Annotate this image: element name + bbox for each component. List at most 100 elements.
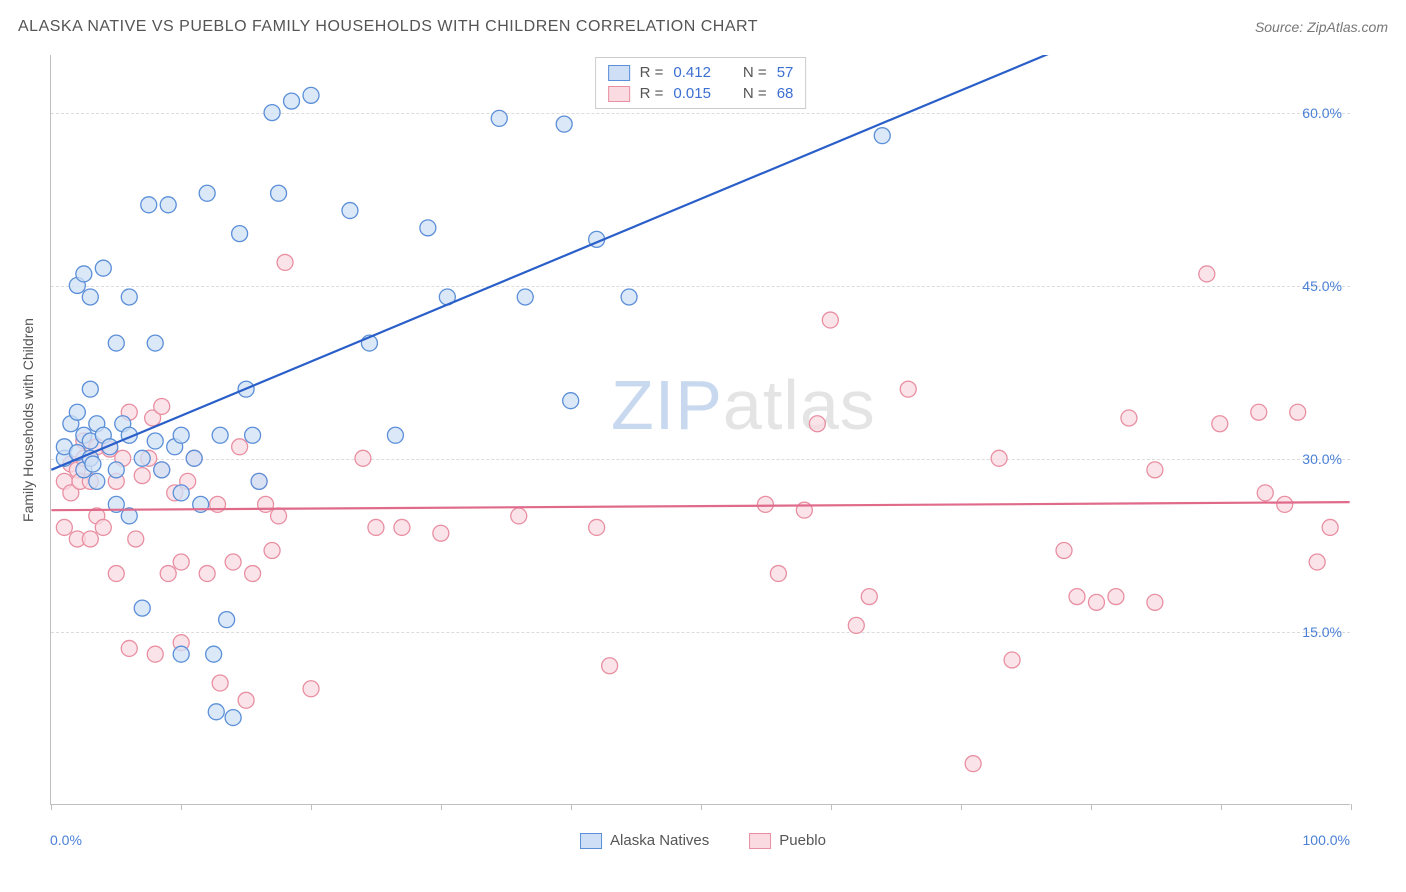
data-point bbox=[95, 260, 111, 276]
x-tick bbox=[1221, 804, 1222, 810]
r-value-alaska: 0.412 bbox=[673, 64, 711, 81]
data-point bbox=[76, 266, 92, 282]
data-point bbox=[491, 110, 507, 126]
data-point bbox=[511, 508, 527, 524]
data-point bbox=[517, 289, 533, 305]
data-point bbox=[861, 589, 877, 605]
n-value-alaska: 57 bbox=[777, 64, 794, 81]
x-tick bbox=[1091, 804, 1092, 810]
n-label: N = bbox=[743, 64, 767, 81]
data-point bbox=[1212, 416, 1228, 432]
n-label: N = bbox=[743, 85, 767, 102]
n-value-pueblo: 68 bbox=[777, 85, 794, 102]
data-point bbox=[95, 519, 111, 535]
data-point bbox=[108, 462, 124, 478]
data-point bbox=[1121, 410, 1137, 426]
data-point bbox=[770, 566, 786, 582]
y-tick-label: 15.0% bbox=[1302, 624, 1342, 640]
data-point bbox=[154, 462, 170, 478]
data-point bbox=[173, 646, 189, 662]
data-point bbox=[225, 554, 241, 570]
legend-series: Alaska Natives Pueblo bbox=[580, 832, 826, 849]
data-point bbox=[1004, 652, 1020, 668]
data-point bbox=[1290, 404, 1306, 420]
data-point bbox=[563, 393, 579, 409]
x-tick bbox=[311, 804, 312, 810]
data-point bbox=[56, 519, 72, 535]
x-tick bbox=[441, 804, 442, 810]
legend-label-alaska: Alaska Natives bbox=[610, 832, 709, 849]
data-point bbox=[154, 398, 170, 414]
data-point bbox=[208, 704, 224, 720]
data-point bbox=[147, 646, 163, 662]
chart-container: ALASKA NATIVE VS PUEBLO FAMILY HOUSEHOLD… bbox=[0, 0, 1406, 892]
data-point bbox=[108, 566, 124, 582]
trend-line bbox=[51, 502, 1349, 510]
plot-area: ZIPatlas R = 0.412 N = 57 R = 0.015 N = … bbox=[50, 55, 1350, 805]
r-label: R = bbox=[640, 85, 664, 102]
y-tick-label: 45.0% bbox=[1302, 278, 1342, 294]
data-point bbox=[245, 566, 261, 582]
data-point bbox=[1088, 594, 1104, 610]
data-point bbox=[1056, 543, 1072, 559]
data-point bbox=[134, 450, 150, 466]
data-point bbox=[589, 519, 605, 535]
x-axis-min-label: 0.0% bbox=[50, 832, 82, 848]
data-point bbox=[89, 473, 105, 489]
data-point bbox=[394, 519, 410, 535]
data-point bbox=[199, 185, 215, 201]
data-point bbox=[206, 646, 222, 662]
data-point bbox=[822, 312, 838, 328]
data-point bbox=[232, 439, 248, 455]
data-point bbox=[809, 416, 825, 432]
data-point bbox=[147, 433, 163, 449]
data-point bbox=[69, 404, 85, 420]
y-tick-label: 60.0% bbox=[1302, 105, 1342, 121]
data-point bbox=[387, 427, 403, 443]
y-axis-title: Family Households with Children bbox=[20, 318, 36, 522]
x-tick bbox=[571, 804, 572, 810]
legend-row-pueblo: R = 0.015 N = 68 bbox=[608, 83, 794, 104]
data-point bbox=[303, 681, 319, 697]
data-point bbox=[225, 710, 241, 726]
r-label: R = bbox=[640, 64, 664, 81]
plot-svg bbox=[51, 55, 1350, 804]
data-point bbox=[173, 485, 189, 501]
data-point bbox=[258, 496, 274, 512]
data-point bbox=[848, 617, 864, 633]
swatch-alaska bbox=[608, 65, 630, 81]
data-point bbox=[141, 197, 157, 213]
data-point bbox=[1147, 594, 1163, 610]
legend-row-alaska: R = 0.412 N = 57 bbox=[608, 62, 794, 83]
data-point bbox=[277, 254, 293, 270]
data-point bbox=[874, 128, 890, 144]
data-point bbox=[85, 456, 101, 472]
data-point bbox=[1251, 404, 1267, 420]
x-tick bbox=[961, 804, 962, 810]
y-tick-label: 30.0% bbox=[1302, 451, 1342, 467]
data-point bbox=[128, 531, 144, 547]
data-point bbox=[147, 335, 163, 351]
data-point bbox=[82, 531, 98, 547]
data-point bbox=[134, 600, 150, 616]
data-point bbox=[1147, 462, 1163, 478]
data-point bbox=[238, 692, 254, 708]
legend-label-pueblo: Pueblo bbox=[779, 832, 826, 849]
x-tick bbox=[831, 804, 832, 810]
data-point bbox=[1257, 485, 1273, 501]
data-point bbox=[121, 640, 137, 656]
data-point bbox=[186, 450, 202, 466]
chart-title: ALASKA NATIVE VS PUEBLO FAMILY HOUSEHOLD… bbox=[18, 18, 758, 36]
data-point bbox=[420, 220, 436, 236]
data-point bbox=[82, 289, 98, 305]
data-point bbox=[1069, 589, 1085, 605]
data-point bbox=[173, 427, 189, 443]
data-point bbox=[173, 554, 189, 570]
data-point bbox=[160, 197, 176, 213]
data-point bbox=[264, 543, 280, 559]
data-point bbox=[271, 185, 287, 201]
data-point bbox=[303, 87, 319, 103]
data-point bbox=[1277, 496, 1293, 512]
legend-item-pueblo: Pueblo bbox=[749, 832, 826, 849]
data-point bbox=[965, 756, 981, 772]
